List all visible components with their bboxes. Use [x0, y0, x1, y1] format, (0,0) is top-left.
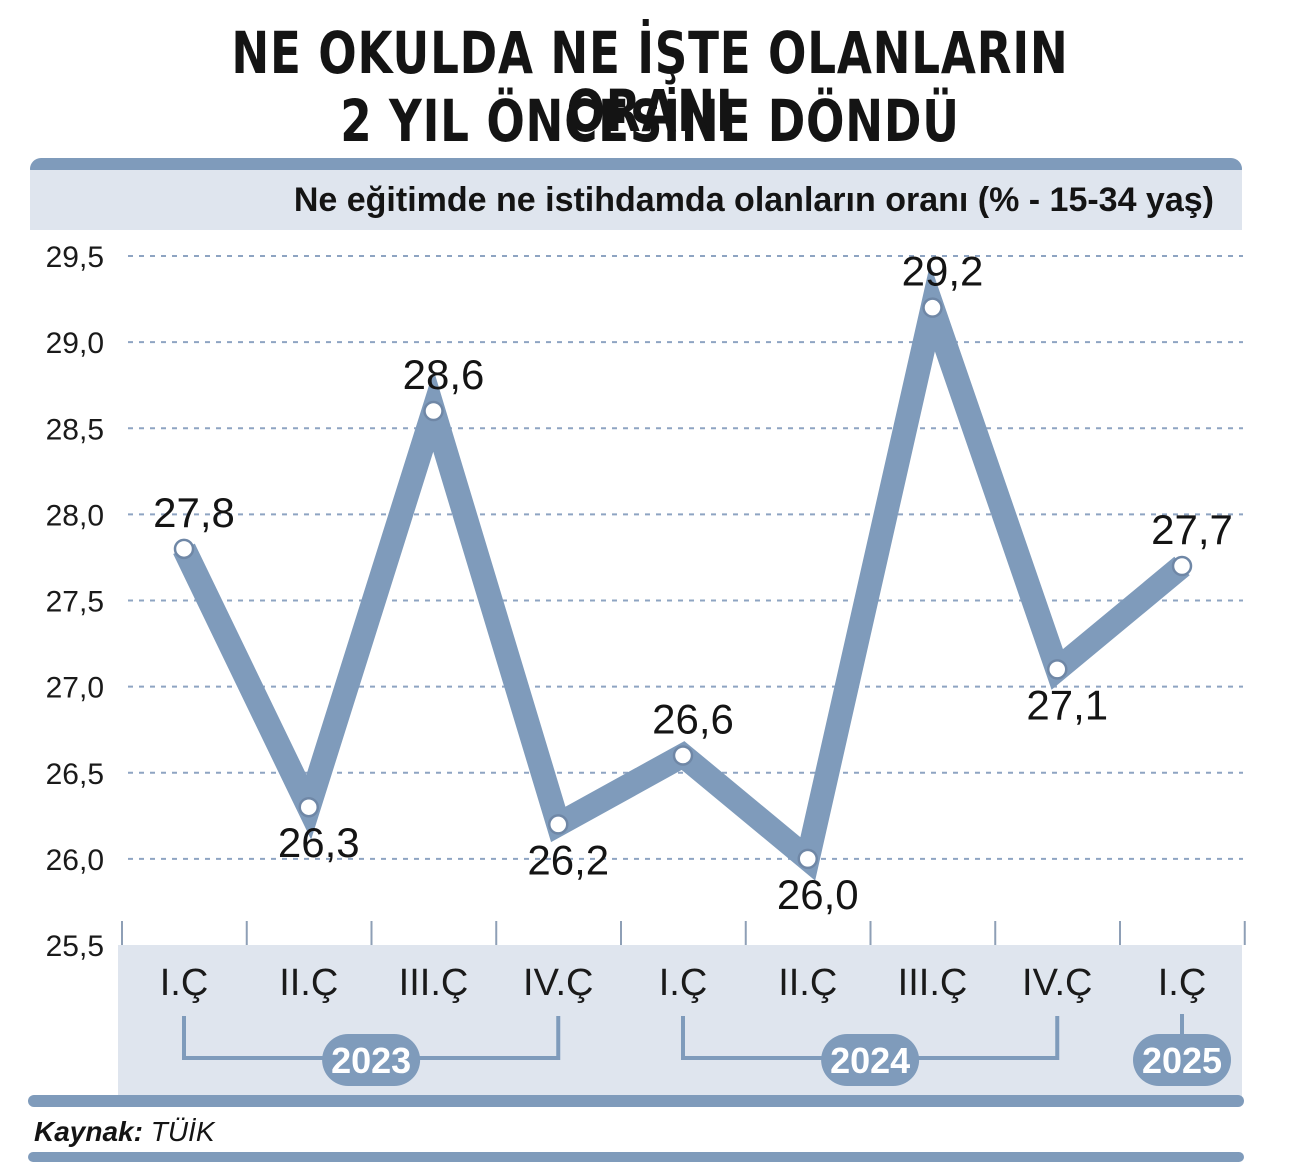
source-bottom-bar	[28, 1152, 1244, 1162]
data-point	[1047, 659, 1068, 680]
data-label: 29,2	[902, 248, 984, 295]
data-point	[797, 848, 818, 870]
x-tick-label: I.Ç	[160, 962, 209, 1004]
series-line-path	[173, 263, 1190, 881]
data-label: 27,8	[153, 489, 235, 536]
data-point	[922, 297, 943, 318]
x-axis-band-bg	[118, 945, 1242, 1097]
y-tick-label: 27,5	[46, 586, 104, 619]
frame-bottom-bar	[28, 1095, 1244, 1107]
year-pill	[821, 1034, 920, 1086]
data-label: 26,6	[652, 696, 734, 743]
x-tick-label: III.Ç	[898, 962, 968, 1004]
data-label: 27,1	[1026, 681, 1108, 728]
subtitle-band	[30, 170, 1242, 230]
data-point	[298, 796, 319, 818]
year-label: 2023	[331, 1040, 411, 1081]
x-axis-band: I.Ç II.Ç III.Ç IV.Ç I.Ç II.Ç III.Ç IV.Ç I.Ç 2023 2…	[121, 921, 1246, 1086]
data-point	[423, 400, 444, 422]
series-line	[173, 263, 1193, 881]
data-labels: 27,8 26,3 28,6 26,2 26,6 26,0 29,2 27,1 27,7	[153, 248, 1233, 918]
data-label: 28,6	[403, 351, 485, 398]
year-label: 2025	[1142, 1040, 1222, 1081]
year-pill	[322, 1034, 421, 1086]
x-tick-label: III.Ç	[399, 962, 469, 1004]
year-label: 2024	[830, 1040, 910, 1081]
data-label: 26,2	[527, 836, 609, 883]
x-tick-label: IV.Ç	[1022, 962, 1092, 1004]
data-point	[548, 814, 569, 835]
x-tick-label: IV.Ç	[523, 962, 593, 1004]
x-tick-label: II.Ç	[778, 962, 837, 1004]
chart-frame: Ne eğitimde ne istihdamda olanların oran…	[28, 158, 1244, 1162]
x-tick-label: II.Ç	[279, 962, 338, 1004]
y-tick-label: 28,0	[46, 499, 104, 532]
y-tick-label: 27,0	[46, 672, 104, 705]
chart-title-line-2: 2 YIL ÖNCESİNE DÖNDÜ	[340, 87, 960, 155]
data-label: 27,7	[1151, 506, 1233, 553]
y-tick-label: 26,5	[46, 758, 104, 791]
year-pill	[1133, 1034, 1231, 1086]
x-tick-label: I.Ç	[1158, 962, 1207, 1004]
data-label: 26,0	[777, 871, 859, 918]
x-tick-label: I.Ç	[659, 962, 708, 1004]
y-tick-label: 28,5	[46, 413, 104, 446]
source-label: Kaynak:	[34, 1116, 143, 1147]
y-axis: 25,5 26,0 26,5 27,0 27,5 28,0 28,5 29,0 29,5	[46, 241, 104, 963]
data-point	[672, 745, 694, 766]
data-point	[1171, 555, 1193, 577]
source-note: Kaynak: TÜİK	[34, 1116, 215, 1148]
data-point	[173, 538, 195, 560]
y-tick-label: 25,5	[46, 930, 104, 963]
chart-title-line-1: NE OKULDA NE İŞTE OLANLARIN ORANI	[231, 19, 1069, 145]
y-tick-label: 26,0	[46, 844, 104, 877]
data-label: 26,3	[278, 819, 360, 866]
source-value: TÜİK	[150, 1116, 215, 1147]
y-tick-label: 29,5	[46, 241, 104, 274]
y-tick-label: 29,0	[46, 327, 104, 360]
chart-subtitle: Ne eğitimde ne istihdamda olanların oran…	[294, 181, 1214, 219]
